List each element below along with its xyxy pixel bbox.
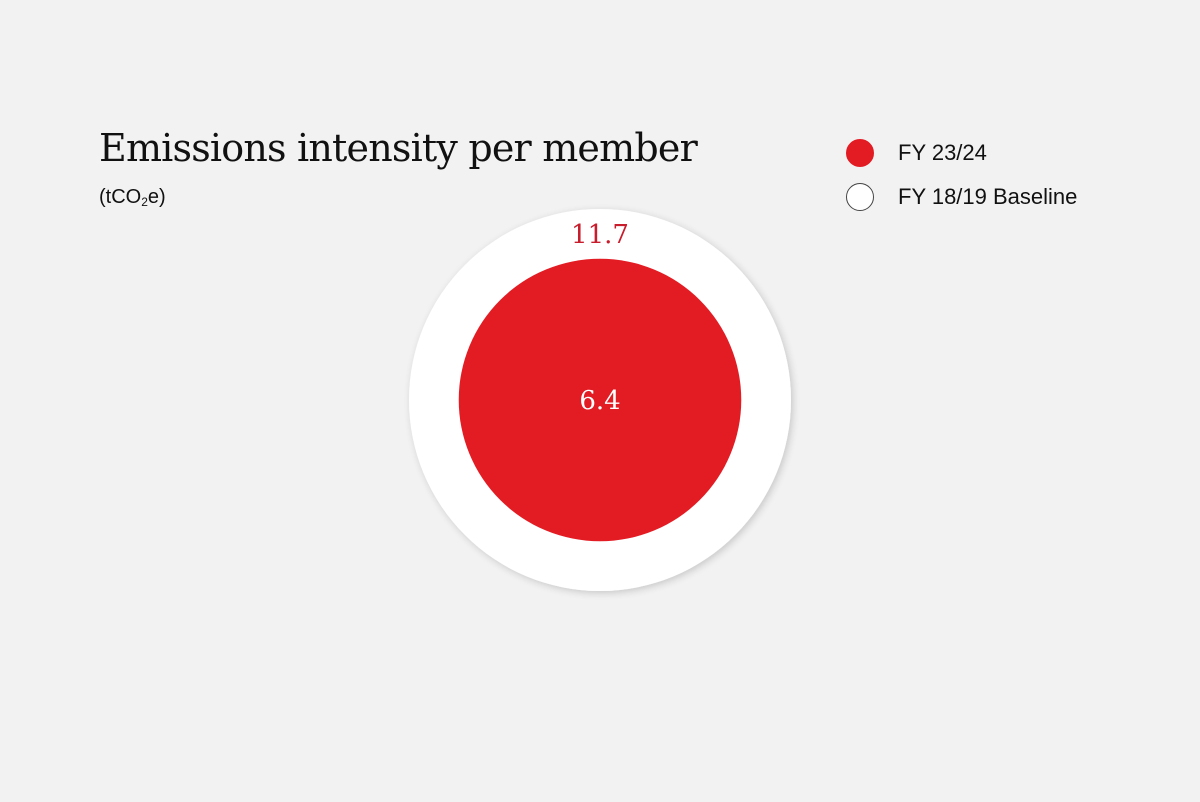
legend-label-current: FY 23/24 xyxy=(898,140,987,165)
legend-swatch-current xyxy=(846,139,874,167)
bubble-current xyxy=(458,258,742,542)
legend-swatch-baseline xyxy=(846,183,874,211)
data-label-current: 6.4 xyxy=(579,386,620,416)
unit-subscript: 2 xyxy=(141,195,148,209)
unit-suffix: e) xyxy=(147,186,166,208)
legend-label-baseline: FY 18/19 Baseline xyxy=(898,184,1078,209)
legend-item-baseline: FY 18/19 Baseline xyxy=(846,181,1077,213)
chart-unit: (tCO2e) xyxy=(99,186,166,209)
chart-legend: FY 23/24 FY 18/19 Baseline xyxy=(846,137,1077,225)
unit-prefix: (tCO xyxy=(99,186,142,208)
legend-item-current: FY 23/24 xyxy=(846,137,1077,169)
data-label-baseline: 11.7 xyxy=(571,220,629,250)
chart-title: Emissions intensity per member xyxy=(99,126,698,170)
